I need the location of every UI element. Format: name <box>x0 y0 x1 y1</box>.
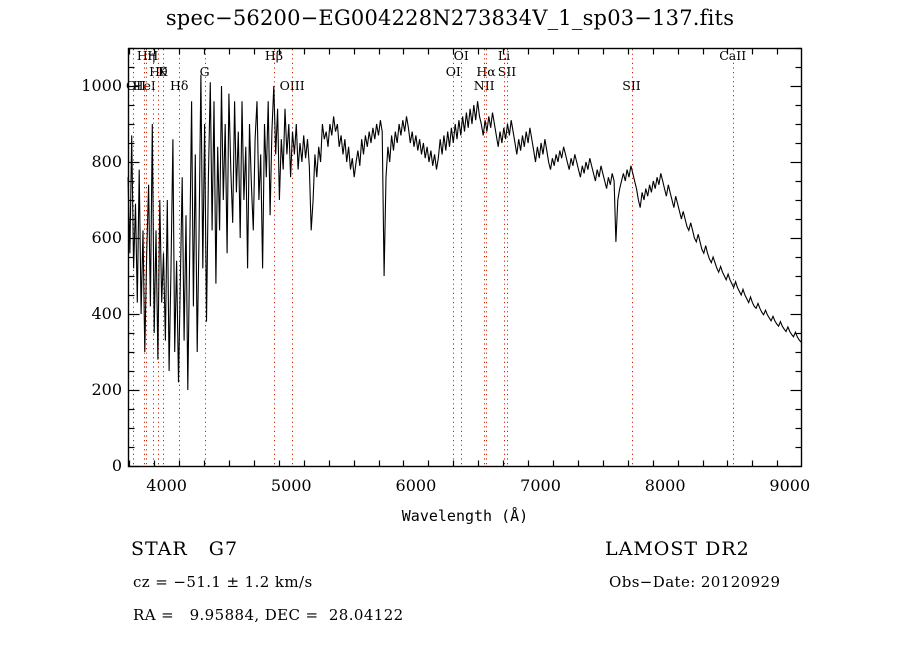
spectral-line-label: CaII <box>719 48 747 63</box>
spectral-line-label: Hδ <box>170 78 189 93</box>
obs-date-text: Obs−Date: 20120929 <box>609 573 781 591</box>
spectral-line-label: G <box>199 64 210 79</box>
spectral-line-label: H <box>147 48 159 63</box>
y-tick-label: 200 <box>91 380 122 399</box>
spectral-line-label: OII <box>126 78 147 93</box>
object-type-text: STAR G7 <box>131 538 239 560</box>
coordinates-text: RA = 9.95884, DEC = 28.04122 <box>133 606 404 624</box>
page-title: spec−56200−EG004228N273834V_1_sp03−137.f… <box>165 6 735 30</box>
survey-text: LAMOST DR2 <box>605 538 750 560</box>
x-axis-label: Wavelength (Å) <box>401 507 529 525</box>
spectral-line-label: K <box>157 64 168 79</box>
x-tick-label: 4000 <box>146 476 187 495</box>
y-tick-label: 400 <box>91 304 122 323</box>
x-tick-label: 6000 <box>395 476 437 495</box>
x-tick-label: 8000 <box>644 476 686 495</box>
y-axis-ticks: 0 200 400 600 800 1000 <box>58 0 122 650</box>
spectral-line-label: Hη <box>136 48 156 63</box>
y-tick-label: 1000 <box>81 76 122 95</box>
spectral-line-label: SII <box>497 64 517 79</box>
y-tick-label: 800 <box>91 152 122 171</box>
spectral-line-label: Hα <box>476 64 496 79</box>
spectral-line-label: OI <box>453 48 469 63</box>
y-tick-label: 0 <box>111 456 122 475</box>
y-tick-label: 600 <box>91 228 122 247</box>
spectral-line-label: OIII <box>279 78 305 93</box>
x-axis-ticks: 4000 5000 6000 7000 8000 9000 <box>0 478 900 508</box>
spectral-line-label: Hβ <box>264 48 283 63</box>
spectral-line-label: NII <box>473 78 495 93</box>
spectral-line-label: SII <box>622 78 641 93</box>
spectrum-trace <box>127 74 802 391</box>
spectral-line-label: OI <box>445 64 461 79</box>
radial-velocity-text: cz = −51.1 ± 1.2 km/s <box>133 573 313 591</box>
spectral-line-labels: OII HeI Hη H Hθ K Hδ G Hβ OIII OI OI NII Hα Li SII SII Ca… <box>0 0 900 100</box>
x-tick-label: 9000 <box>769 476 811 495</box>
x-tick-label: 5000 <box>270 476 312 495</box>
spectral-line-label: HeI <box>132 78 156 93</box>
x-tick-label: 7000 <box>520 476 561 495</box>
